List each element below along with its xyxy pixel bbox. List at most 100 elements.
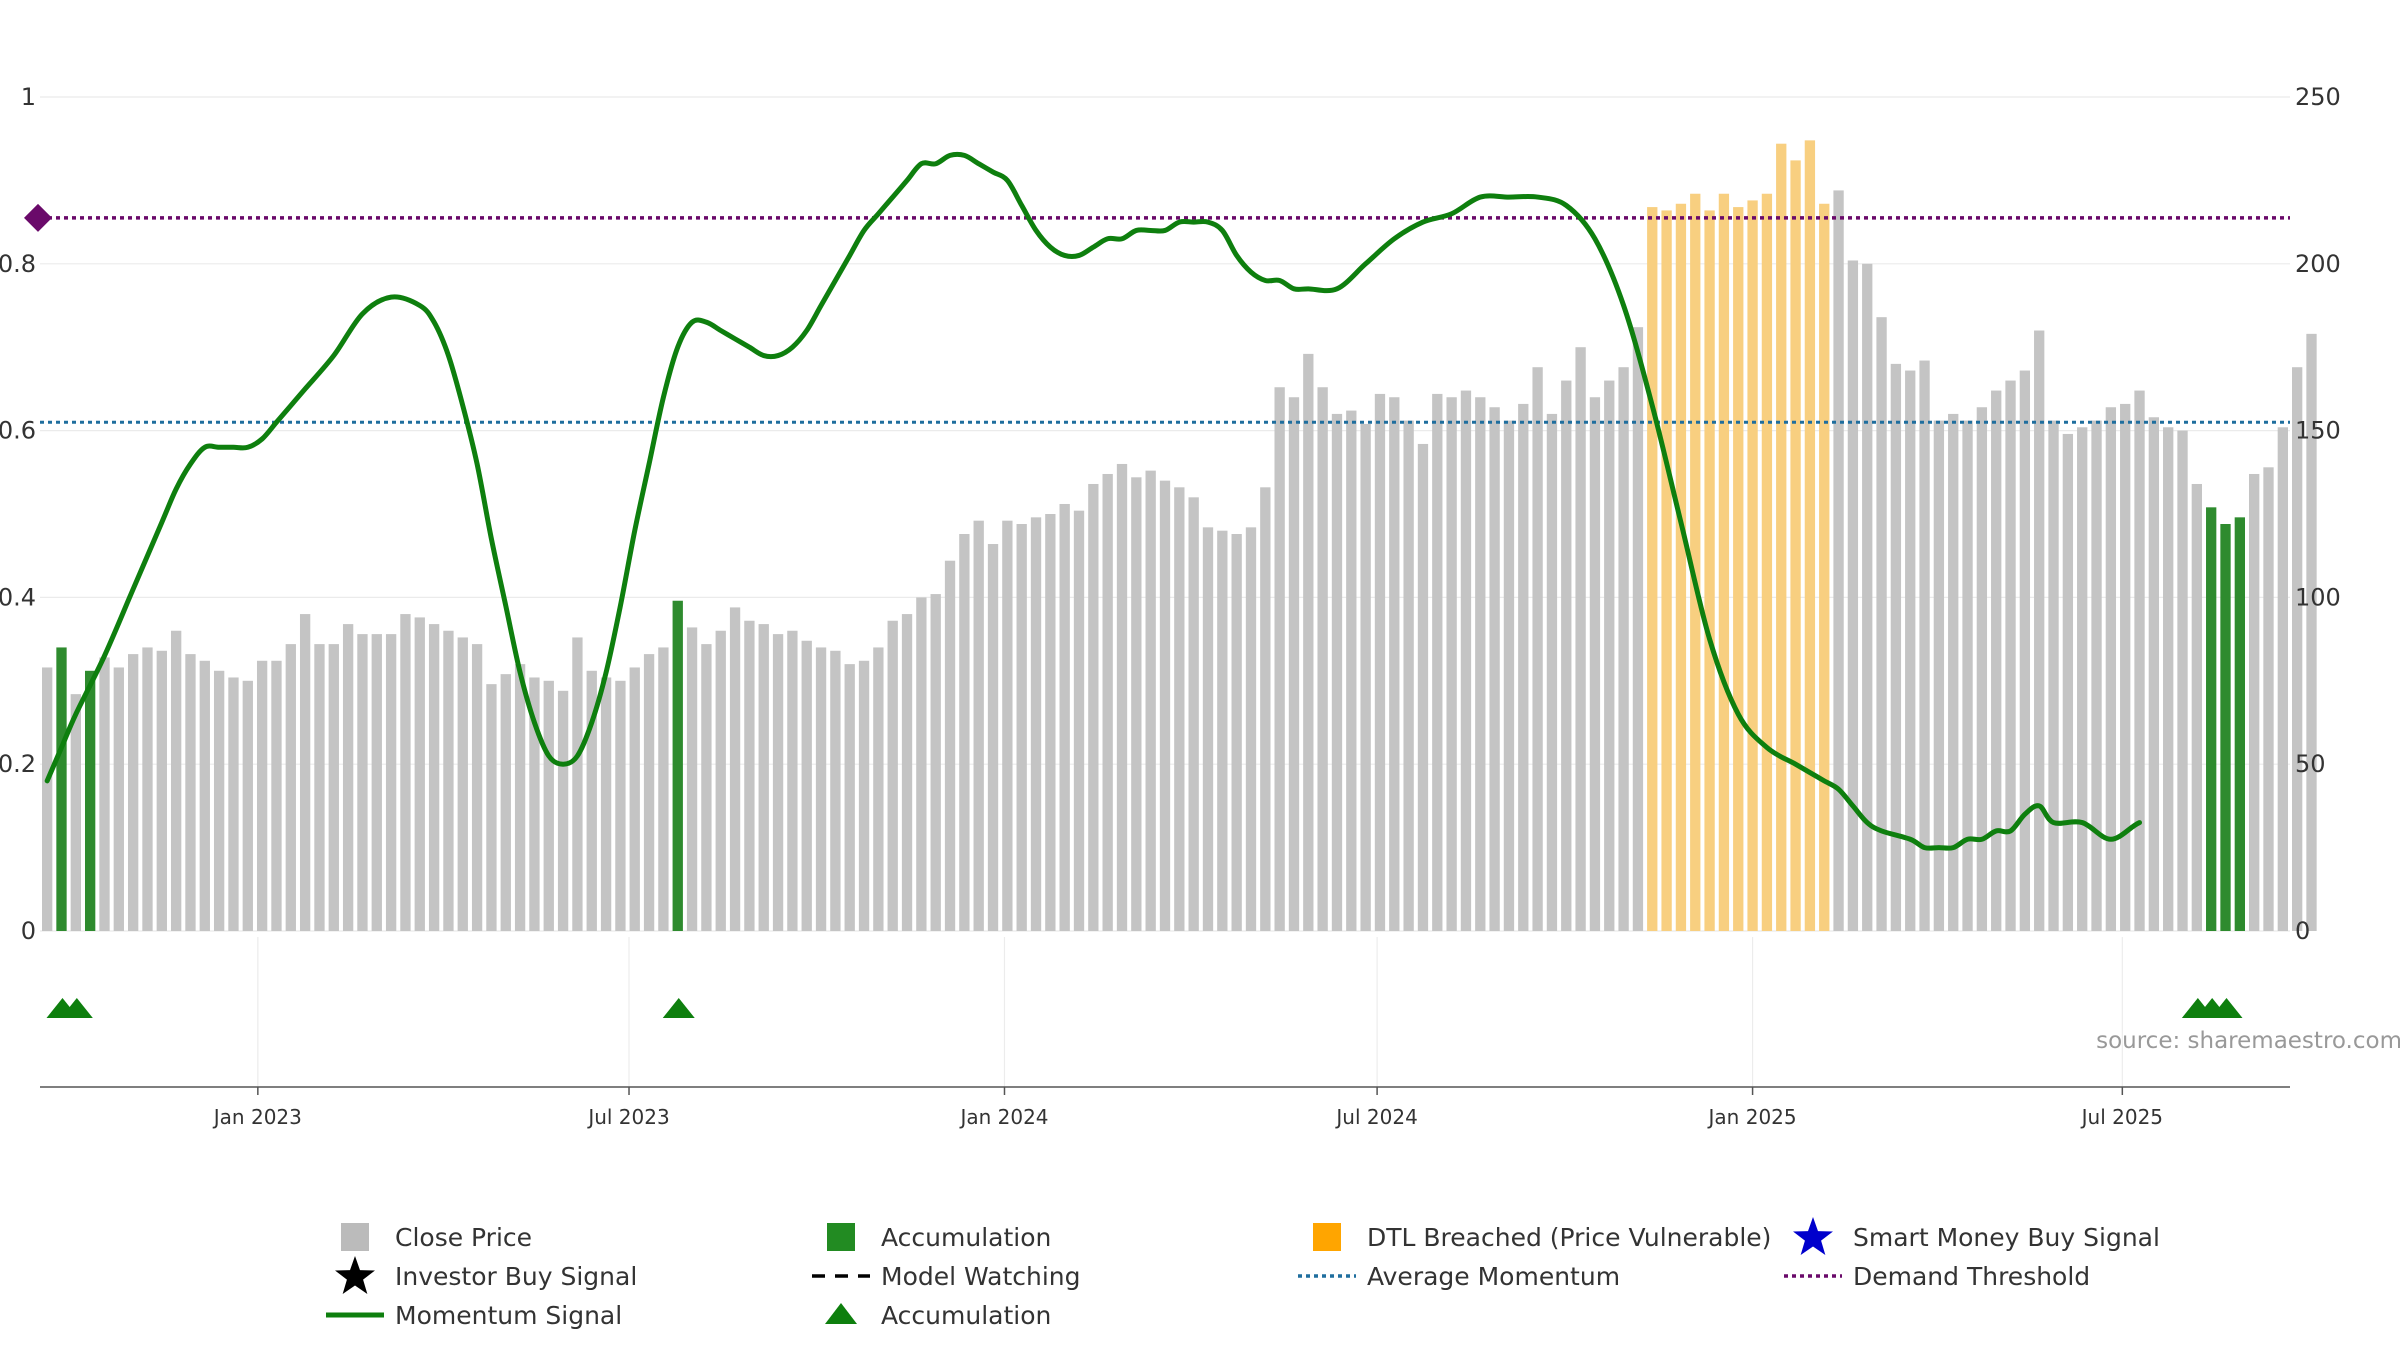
x-tick-label: Jan 2023 — [212, 1105, 302, 1129]
legend: Close Price Accumulation DTL Breached (Pri… — [326, 1217, 2160, 1330]
legend-item: Close Price — [341, 1223, 532, 1252]
reference-lines — [24, 203, 2290, 424]
close-bar — [1460, 390, 1472, 931]
momentum-signal-line — [44, 151, 2143, 851]
close-bar — [801, 640, 812, 931]
close-bar — [1231, 534, 1242, 931]
close-bar — [529, 677, 540, 931]
accumulation-markers — [46, 998, 2243, 1018]
close-bar — [2048, 420, 2059, 931]
close-bar — [830, 650, 841, 931]
close-bar — [2134, 390, 2145, 931]
close-bar — [1905, 370, 1916, 931]
dtl-bar — [1647, 207, 1658, 931]
close-bar — [887, 620, 898, 931]
legend-label: Model Watching — [881, 1262, 1081, 1291]
close-bar — [916, 597, 927, 931]
close-bar — [471, 644, 483, 931]
legend-label: Accumulation — [881, 1223, 1051, 1252]
close-bar — [2292, 367, 2303, 931]
close-bar — [643, 654, 655, 931]
close-bar — [228, 677, 239, 931]
close-bar — [2091, 420, 2102, 931]
close-bar — [701, 644, 712, 931]
legend-label: Average Momentum — [1367, 1262, 1620, 1291]
x-tick-label: Jul 2025 — [2080, 1105, 2163, 1129]
close-bar — [1389, 397, 1400, 931]
close-bar — [400, 614, 411, 931]
close-bar — [2077, 427, 2088, 931]
close-bar — [987, 544, 999, 931]
close-bar — [2148, 417, 2160, 932]
legend-item: DTL Breached (Price Vulnerable) — [1313, 1223, 1771, 1252]
close-bar — [486, 684, 497, 931]
close-bar — [572, 637, 583, 931]
close-bar — [844, 664, 855, 931]
dtl-bar — [1790, 160, 1801, 931]
legend-swatch-triangle — [825, 1303, 857, 1324]
close-bar — [2191, 483, 2203, 931]
close-bar — [1016, 524, 1027, 931]
close-bar — [1919, 360, 1930, 931]
close-bar — [715, 630, 726, 931]
dtl-bar — [1776, 143, 1787, 932]
close-bar — [113, 667, 124, 931]
legend-item: Demand Threshold — [1784, 1262, 2090, 1291]
close-bar — [414, 617, 425, 931]
close-bar — [1217, 530, 1228, 931]
close-bar — [1145, 470, 1156, 931]
momentum-signal-layer — [44, 151, 2143, 851]
close-bar — [1360, 423, 1371, 931]
accumulation-bar — [2234, 517, 2245, 931]
close-bar — [271, 660, 282, 931]
close-price-bars — [42, 140, 2317, 932]
y-right-tick-label: 50 — [2295, 750, 2326, 778]
legend-item: Smart Money Buy Signal — [1793, 1217, 2160, 1255]
close-bar — [256, 660, 268, 931]
close-bar — [1503, 420, 1515, 931]
close-bar — [1331, 413, 1343, 931]
close-bar — [1088, 483, 1099, 931]
close-bar — [1876, 317, 1887, 931]
legend-label: Investor Buy Signal — [395, 1262, 637, 1291]
close-bar — [787, 630, 798, 931]
close-bar — [1532, 367, 1543, 931]
legend-item: Accumulation — [825, 1301, 1051, 1330]
close-bar — [959, 534, 970, 931]
dtl-bar — [1675, 203, 1687, 931]
y-right-tick-label: 250 — [2295, 83, 2341, 111]
x-tick-label: Jul 2024 — [1334, 1105, 1417, 1129]
accumulation-triangle-marker — [60, 998, 93, 1018]
close-bar — [973, 520, 984, 931]
legend-swatch-square — [1313, 1223, 1341, 1251]
close-bar — [1589, 397, 1601, 931]
close-bar — [1446, 397, 1457, 931]
legend-swatch-square — [827, 1223, 855, 1251]
close-bar — [615, 680, 626, 931]
y-right-tick-label: 0 — [2295, 917, 2310, 945]
close-bar — [901, 614, 913, 931]
close-bar — [1618, 367, 1629, 931]
close-bar — [299, 614, 311, 931]
close-bar — [1518, 403, 1529, 931]
legend-label: Momentum Signal — [395, 1301, 622, 1330]
accumulation-bar — [56, 647, 67, 931]
close-bar — [2277, 427, 2288, 931]
x-tick-label: Jan 2024 — [958, 1105, 1048, 1129]
close-bar — [371, 634, 382, 931]
close-bar — [328, 644, 339, 931]
accumulation-bar — [2206, 507, 2217, 931]
y-left-tick-label: 1 — [21, 83, 36, 111]
y-left-tick-label: 0.6 — [0, 417, 36, 445]
timeline-axis: Jan 2023 Jul 2023 Jan 2024 Jul 2024 Jan 2025… — [40, 937, 2290, 1129]
dtl-bar — [1804, 140, 1816, 932]
close-bar — [1575, 347, 1586, 931]
close-bar — [629, 667, 640, 931]
close-bar — [1174, 487, 1185, 931]
close-bar — [1303, 353, 1314, 931]
legend-label: Smart Money Buy Signal — [1853, 1223, 2160, 1252]
legend-swatch-square — [341, 1223, 369, 1251]
close-bar — [1260, 487, 1271, 931]
